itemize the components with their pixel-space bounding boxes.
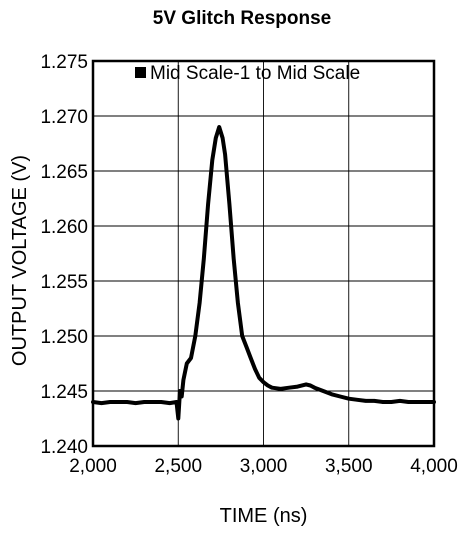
- data-point: [321, 389, 325, 393]
- data-point: [193, 334, 197, 338]
- chart-title: 5V Glitch Response: [153, 8, 331, 29]
- y-axis-label: OUTPUT VOLTAGE (V): [9, 155, 31, 366]
- data-point: [217, 125, 221, 129]
- x-tick-label: 3,000: [240, 456, 288, 477]
- data-point: [308, 383, 312, 388]
- data-point: [168, 401, 172, 405]
- data-point: [296, 385, 300, 389]
- data-point: [227, 202, 231, 206]
- data-point: [398, 399, 402, 403]
- data-point: [415, 400, 419, 404]
- data-point: [174, 400, 179, 404]
- data-point: [134, 401, 138, 405]
- y-tick-label: 1.270: [40, 107, 88, 128]
- data-point: [347, 397, 351, 401]
- x-tick-label: 3,500: [325, 456, 373, 477]
- data-point: [381, 400, 385, 404]
- y-tick-label: 1.255: [40, 272, 88, 293]
- legend-swatch: [135, 67, 146, 78]
- data-point: [151, 400, 155, 404]
- legend: Mid Scale-1 to Mid Scale: [135, 63, 360, 84]
- data-point: [423, 400, 428, 404]
- y-tick-label: 1.260: [40, 217, 88, 238]
- data-point: [287, 386, 291, 390]
- data-point: [176, 416, 180, 421]
- data-point: [181, 378, 185, 382]
- data-point: [372, 399, 376, 403]
- data-point: [330, 392, 334, 396]
- data-point: [261, 380, 266, 384]
- data-point: [236, 301, 240, 305]
- legend-label: Mid Scale-1 to Mid Scale: [150, 63, 360, 84]
- data-point: [266, 383, 270, 388]
- y-tick-label: 1.245: [40, 382, 88, 403]
- data-point: [355, 398, 359, 402]
- y-tick-label: 1.240: [40, 437, 88, 458]
- data-point: [206, 202, 210, 206]
- series-line: [91, 125, 436, 421]
- data-point: [249, 356, 253, 360]
- x-axis-label: TIME (ns): [220, 505, 308, 527]
- data-point: [223, 152, 227, 157]
- data-point: [313, 386, 317, 390]
- data-point: [185, 361, 189, 366]
- data-point: [219, 130, 223, 135]
- data-point: [279, 387, 283, 391]
- data-point: [142, 400, 146, 404]
- data-point: [108, 400, 112, 404]
- data-point: [125, 400, 129, 404]
- data-point: [240, 334, 244, 338]
- data-point: [210, 158, 214, 162]
- data-point: [180, 394, 184, 399]
- data-point: [257, 376, 261, 380]
- data-point: [338, 394, 342, 399]
- x-tick-label: 4,000: [410, 456, 458, 477]
- data-point: [221, 136, 225, 140]
- plot-frame: [91, 59, 436, 448]
- data-point: [232, 257, 236, 261]
- data-point: [253, 367, 257, 371]
- data-point: [244, 345, 249, 349]
- data-point: [214, 136, 218, 140]
- data-point: [117, 400, 121, 404]
- data-point: [198, 301, 202, 305]
- grid-lines: [92, 60, 435, 447]
- series-layer: [91, 125, 436, 421]
- data-point: [389, 400, 393, 404]
- data-point: [178, 389, 182, 393]
- x-tick-label: 2,500: [154, 456, 202, 477]
- y-tick-label: 1.250: [40, 327, 88, 348]
- y-tick-label: 1.275: [40, 52, 88, 73]
- y-axis-ticks: 1.240 1.245 1.250 1.255 1.260 1.265 1.270 1.275: [40, 52, 88, 458]
- x-tick-label: 2,000: [69, 456, 117, 477]
- data-point: [304, 382, 308, 386]
- data-point: [189, 356, 193, 360]
- y-tick-label: 1.265: [40, 162, 88, 183]
- data-point: [364, 399, 368, 403]
- data-point: [202, 257, 206, 261]
- data-point: [270, 386, 274, 390]
- x-axis-ticks: 2,000 2,500 3,000 3,500 4,000: [69, 456, 458, 477]
- data-point: [99, 401, 104, 405]
- data-point: [159, 400, 163, 404]
- data-point: [406, 400, 410, 404]
